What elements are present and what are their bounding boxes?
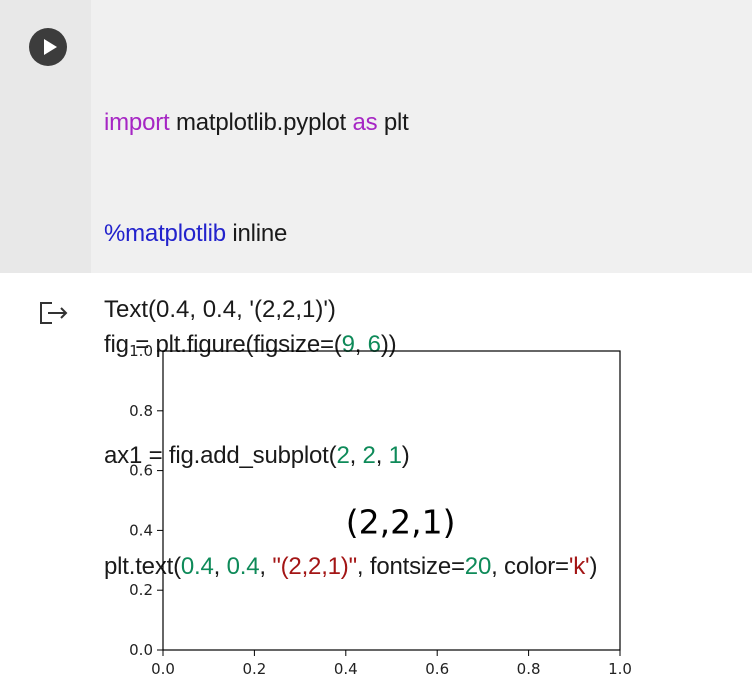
number-literal: 1 [388, 442, 402, 469]
code-line-4: ax1 = fig.add_subplot(2, 2, 1) [104, 437, 597, 474]
code-token: , [213, 553, 227, 580]
code-token: , color= [491, 553, 569, 580]
code-editor[interactable] [91, 0, 752, 273]
code-cell[interactable]: import matplotlib.pyplot as plt %matplot… [0, 0, 752, 580]
code-token: , [259, 553, 273, 580]
x-tick-label: 0.8 [517, 660, 541, 678]
output-text: Text(0.4, 0.4, '(2,2,1)') [104, 296, 336, 323]
x-tick-label: 0.6 [425, 660, 449, 678]
x-tick-label: 0.0 [151, 660, 175, 678]
annotations: (2,2,1) [346, 502, 456, 541]
y-tick-label: 0.4 [129, 521, 153, 539]
code-token: , fontsize= [356, 553, 465, 580]
code-token: ) [401, 442, 410, 469]
code-line-1: import matplotlib.pyplot as plt [104, 104, 597, 141]
code-token: inline [225, 220, 288, 247]
code-token: matplotlib.pyplot [169, 109, 353, 136]
y-tick-label: 0.8 [129, 402, 153, 420]
y-tick-label: 0.0 [129, 641, 153, 659]
code-text[interactable]: import matplotlib.pyplot as plt %matplot… [104, 30, 597, 659]
magic-command: %matplotlib [104, 220, 226, 247]
keyword: import [104, 109, 170, 136]
axes-frame [162, 350, 621, 651]
plot-text-annotation: (2,2,1) [346, 502, 456, 541]
number-literal: 0.4 [226, 553, 260, 580]
code-token: ax1 = fig.add_subplot( [104, 442, 337, 469]
code-token: plt [377, 109, 409, 136]
play-icon [44, 39, 57, 55]
code-line-2: %matplotlib inline [104, 215, 597, 252]
keyword: as [352, 109, 378, 136]
number-literal: 20 [464, 553, 492, 580]
output-redirect-icon[interactable] [38, 300, 72, 326]
code-token: , [354, 331, 368, 358]
code-token: ) [589, 553, 598, 580]
code-token: plt.text( [104, 553, 181, 580]
code-line-3: fig = plt.figure(figsize=(9, 6)) [104, 326, 597, 363]
number-literal: 0.4 [180, 553, 214, 580]
x-tick-label: 1.0 [608, 660, 632, 678]
code-line-5: plt.text(0.4, 0.4, "(2,2,1)", fontsize=2… [104, 548, 597, 585]
code-token: , [349, 442, 363, 469]
run-cell-button[interactable] [29, 28, 67, 66]
x-tick-label: 0.2 [242, 660, 266, 678]
x-axis: 0.0 0.2 0.4 0.6 0.8 1.0 [151, 650, 632, 678]
string-literal: "(2,2,1)" [272, 553, 357, 580]
string-literal: 'k' [568, 553, 590, 580]
y-axis: 0.0 0.2 0.4 0.6 0.8 1.0 [129, 342, 163, 659]
number-literal: 2 [362, 442, 376, 469]
code-token: fig = plt.figure(figsize=( [104, 331, 342, 358]
number-literal: 2 [336, 442, 350, 469]
x-tick-label: 0.4 [334, 660, 358, 678]
y-tick-label: 0.2 [129, 581, 153, 599]
y-tick-label: 1.0 [129, 342, 153, 360]
code-token: , [375, 442, 389, 469]
y-tick-label: 0.6 [129, 462, 153, 480]
